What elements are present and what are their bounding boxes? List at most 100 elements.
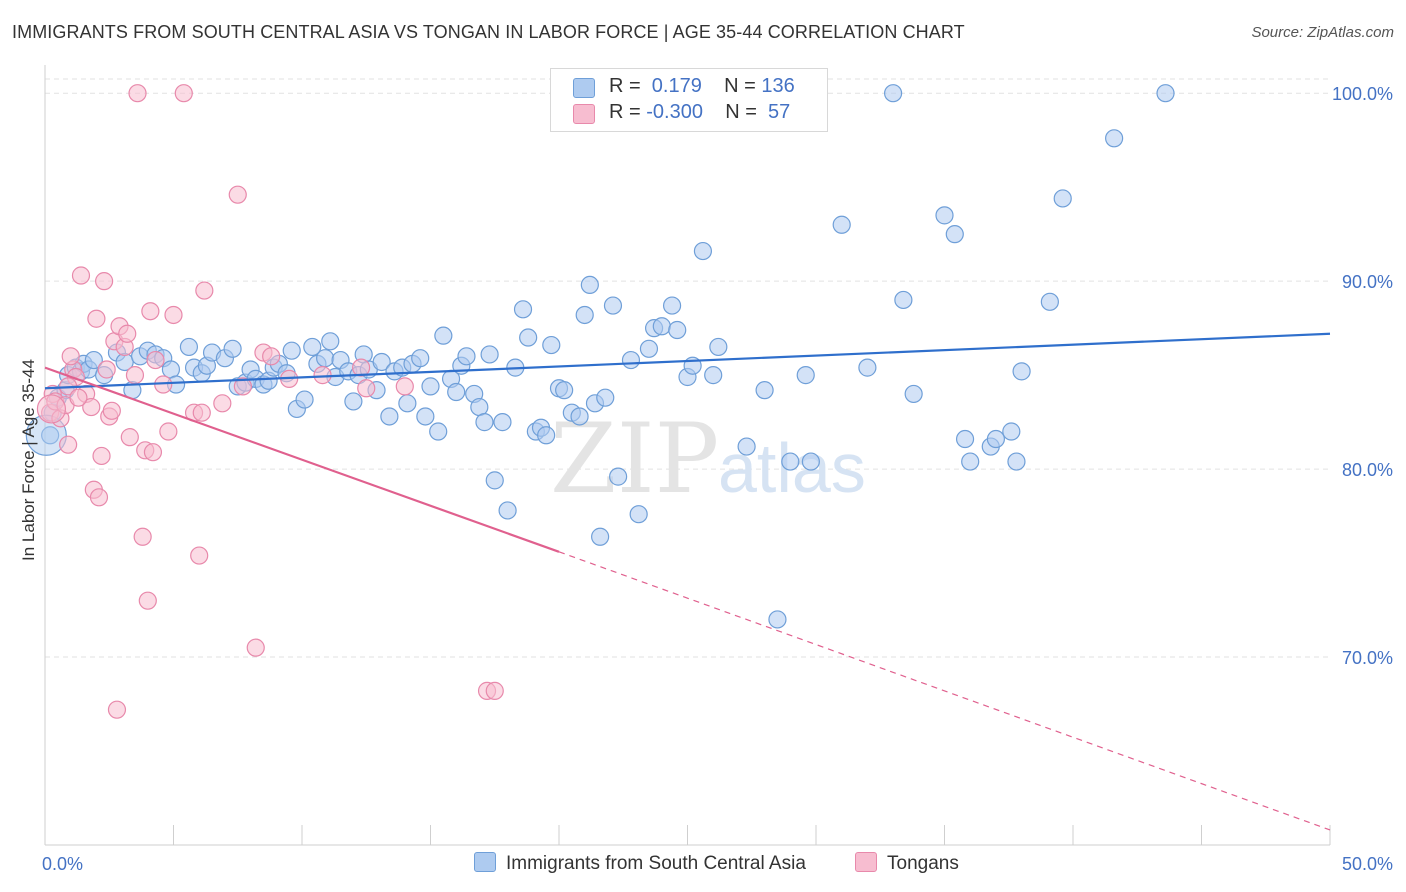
data-point-tongan — [213, 394, 232, 413]
data-point-south-central-asia — [1156, 84, 1175, 103]
data-point-south-central-asia — [755, 381, 774, 400]
data-point-south-central-asia — [179, 337, 199, 357]
data-point-south-central-asia — [639, 339, 659, 358]
data-point-south-central-asia — [575, 305, 594, 325]
data-point-tongan — [92, 446, 111, 466]
data-point-south-central-asia — [904, 384, 923, 404]
data-point-tongan — [61, 347, 80, 366]
data-point-south-central-asia — [1012, 362, 1031, 381]
data-point-tongan — [143, 443, 163, 462]
data-point-south-central-asia — [832, 215, 851, 234]
bottom-legend-pink: Tongans — [855, 852, 959, 875]
data-point-tongan — [195, 281, 214, 300]
data-point-south-central-asia — [668, 320, 687, 340]
data-point-south-central-asia — [429, 422, 448, 441]
bottom-legend-swatch-blue — [474, 852, 496, 872]
data-point-south-central-asia — [1007, 452, 1026, 471]
data-point-tongan — [190, 546, 209, 565]
legend-swatch-blue — [573, 78, 595, 98]
data-point-south-central-asia — [693, 241, 713, 261]
legend-n-value: 136 — [761, 75, 795, 97]
chart-title: IMMIGRANTS FROM SOUTH CENTRAL ASIA VS TO… — [12, 22, 965, 42]
data-point-tongan — [485, 681, 504, 700]
data-point-south-central-asia — [555, 381, 574, 400]
data-point-south-central-asia — [737, 437, 756, 456]
data-point-south-central-asia — [537, 426, 556, 445]
data-point-south-central-asia — [596, 388, 615, 407]
data-point-tongan — [82, 397, 101, 417]
data-point-tongan — [36, 394, 67, 424]
data-point-south-central-asia — [591, 527, 610, 546]
data-point-tongan — [97, 360, 116, 379]
data-point-south-central-asia — [493, 413, 512, 432]
data-point-south-central-asia — [704, 366, 723, 385]
data-point-south-central-asia — [709, 337, 728, 357]
trend-line-tongan-extrapolated — [558, 551, 1331, 831]
data-point-tongan — [71, 266, 91, 285]
x-tick-label: 0.0% — [42, 854, 83, 874]
correlation-legend: R = 0.179 N = 136 R = -0.300 N = 57 — [550, 68, 828, 132]
data-point-south-central-asia — [1053, 189, 1072, 208]
data-point-south-central-asia — [447, 382, 466, 402]
trend-lines — [44, 332, 1331, 831]
data-point-south-central-asia — [858, 358, 877, 377]
data-point-south-central-asia — [1040, 292, 1059, 311]
data-point-tongan — [174, 84, 193, 103]
bottom-legend-label-pink: Tongans — [887, 853, 959, 874]
data-point-south-central-asia — [480, 345, 499, 364]
data-point-tongan — [159, 422, 178, 441]
data-point-south-central-asia — [485, 471, 504, 490]
data-point-tongan — [262, 347, 281, 366]
data-point-south-central-asia — [513, 300, 533, 319]
bottom-legend-label-blue: Immigrants from South Central Asia — [506, 853, 806, 874]
data-point-south-central-asia — [519, 328, 538, 347]
data-point-south-central-asia — [796, 366, 815, 385]
data-point-tongan — [59, 435, 78, 454]
data-point-south-central-asia — [416, 407, 435, 426]
data-point-south-central-asia — [84, 350, 103, 370]
data-point-south-central-asia — [372, 352, 391, 372]
data-point-south-central-asia — [621, 350, 641, 370]
data-point-south-central-asia — [498, 501, 517, 520]
tick-labels: 70.0% 80.0% 90.0% 100.0% 0.0% 50.0% — [42, 84, 1393, 874]
y-tick-label: 70.0% — [1342, 648, 1393, 668]
data-point-south-central-asia — [662, 296, 682, 315]
data-point-tongan — [133, 527, 152, 546]
data-point-tongan — [352, 358, 371, 377]
data-point-tongan — [192, 403, 211, 422]
data-point-south-central-asia — [282, 341, 301, 360]
data-point-south-central-asia — [961, 452, 980, 471]
y-tick-label: 100.0% — [1332, 84, 1393, 104]
data-point-south-central-asia — [652, 317, 671, 336]
y-tick-label: 90.0% — [1342, 272, 1393, 292]
data-point-south-central-asia — [945, 225, 964, 244]
data-point-south-central-asia — [321, 332, 340, 351]
trend-line-south-central-asia — [44, 332, 1331, 390]
data-point-tongan — [141, 302, 160, 321]
data-point-tongan — [95, 272, 114, 291]
data-point-tongan — [313, 366, 332, 385]
data-point-south-central-asia — [894, 290, 913, 310]
data-point-tongan — [69, 388, 88, 407]
data-point-south-central-asia — [295, 390, 314, 409]
data-point-tongan — [128, 84, 147, 103]
data-point-tongan — [233, 377, 252, 396]
data-point-south-central-asia — [398, 394, 417, 413]
data-point-tongan — [87, 309, 106, 328]
legend-n-value: 57 — [762, 101, 791, 123]
data-point-tongan — [118, 324, 137, 343]
data-point-tongan — [125, 366, 145, 385]
data-point-south-central-asia — [470, 397, 489, 417]
data-point-south-central-asia — [580, 275, 599, 295]
data-point-south-central-asia — [303, 337, 322, 357]
data-point-south-central-asia — [1105, 129, 1124, 148]
data-point-tongan — [138, 591, 157, 610]
data-point-south-central-asia — [935, 206, 954, 225]
x-tick-label: 50.0% — [1342, 854, 1393, 874]
source-credit: Source: ZipAtlas.com — [1251, 24, 1394, 41]
data-point-tongan — [120, 428, 139, 447]
data-point-tongan — [146, 350, 165, 370]
data-point-tongan — [228, 185, 247, 204]
data-point-tongan — [102, 401, 121, 420]
